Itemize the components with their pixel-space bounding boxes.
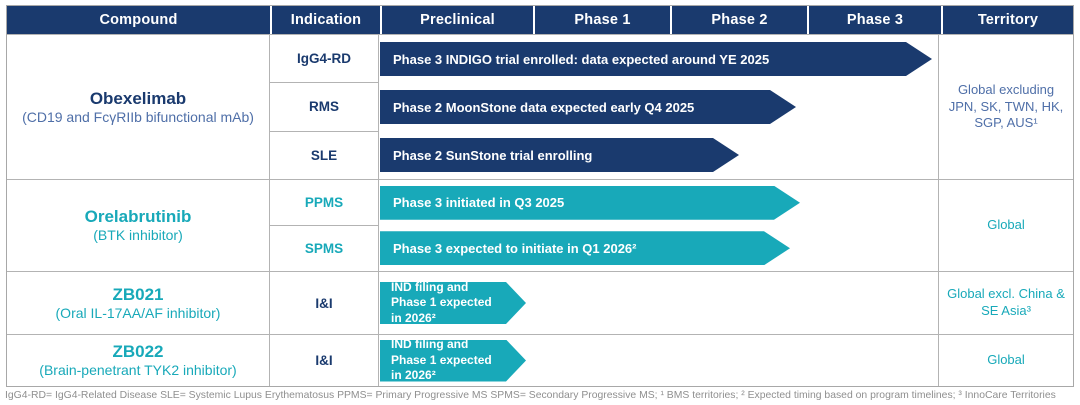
- phase-arrow: IND filing and Phase 1 expected in 2026²: [380, 282, 526, 324]
- compound-cell: Orelabrutinib (BTK inhibitor): [7, 180, 270, 271]
- indication-label: SPMS: [304, 241, 344, 256]
- indication-column: I&I: [270, 335, 379, 386]
- group-row-zb022: ZB022 (Brain-penetrant TYK2 inhibitor) I…: [7, 334, 1073, 386]
- compound-detail: (BTK inhibitor): [93, 227, 183, 244]
- header-row: Compound Indication Preclinical Phase 1 …: [7, 6, 1073, 34]
- group-row-zb021: ZB021 (Oral IL-17AA/AF inhibitor) I&I IN…: [7, 271, 1073, 334]
- footnote: IgG4-RD= IgG4-Related Disease SLE= Syste…: [5, 390, 1056, 401]
- compound-name: Obexelimab: [89, 88, 187, 108]
- header-cell-phase3: Phase 3: [809, 6, 941, 34]
- header-cell-phase2: Phase 2: [672, 6, 807, 34]
- indication-column: I&I: [270, 272, 379, 334]
- timeline-row: IND filing and Phase 1 expected in 2026²: [379, 272, 938, 334]
- timeline-column: Phase 3 initiated in Q3 2025 Phase 3 exp…: [379, 180, 938, 271]
- indication-label: I&I: [315, 353, 333, 368]
- compound-cell: ZB021 (Oral IL-17AA/AF inhibitor): [7, 272, 270, 334]
- territory-cell: Global excluding JPN, SK, TWN, HK, SGP, …: [938, 35, 1073, 179]
- group-row-obexelimab: Obexelimab (CD19 and FcγRIIb bifunctiona…: [7, 34, 1073, 179]
- pipeline-table: Compound Indication Preclinical Phase 1 …: [6, 5, 1074, 387]
- compound-detail: (CD19 and FcγRIIb bifunctional mAb): [22, 108, 254, 125]
- header-cell-compound: Compound: [7, 6, 270, 34]
- compound-cell: ZB022 (Brain-penetrant TYK2 inhibitor): [7, 335, 270, 386]
- territory-cell: Global excl. China & SE Asia³: [938, 272, 1073, 334]
- timeline-row: Phase 3 INDIGO trial enrolled: data expe…: [379, 35, 938, 83]
- indication-column: PPMS SPMS: [270, 180, 379, 271]
- compound-detail: (Oral IL-17AA/AF inhibitor): [55, 304, 221, 321]
- phase-arrow: Phase 3 expected to initiate in Q1 2026²: [380, 231, 790, 265]
- timeline-row: IND filing and Phase 1 expected in 2026²: [379, 335, 938, 386]
- indication-label: RMS: [270, 83, 378, 132]
- compound-cell: Obexelimab (CD19 and FcγRIIb bifunctiona…: [7, 35, 270, 179]
- timeline-column: IND filing and Phase 1 expected in 2026²: [379, 335, 938, 386]
- compound-name: Orelabrutinib: [84, 207, 192, 227]
- header-cell-preclinical: Preclinical: [382, 6, 533, 34]
- indication-label: PPMS: [270, 180, 378, 226]
- territory-cell: Global: [938, 180, 1073, 271]
- indication-label: I&I: [315, 295, 333, 311]
- timeline-row: Phase 2 MoonStone data expected early Q4…: [379, 83, 938, 131]
- timeline-column: IND filing and Phase 1 expected in 2026²: [379, 272, 938, 334]
- phase-arrow: Phase 3 INDIGO trial enrolled: data expe…: [380, 42, 932, 76]
- timeline-row: Phase 3 initiated in Q3 2025: [379, 180, 938, 226]
- timeline-row: Phase 2 SunStone trial enrolling: [379, 131, 938, 179]
- phase-arrow: Phase 3 initiated in Q3 2025: [380, 186, 800, 220]
- territory-cell: Global: [938, 335, 1073, 386]
- timeline-column: Phase 3 INDIGO trial enrolled: data expe…: [379, 35, 938, 179]
- header-cell-phase1: Phase 1: [535, 6, 670, 34]
- header-cell-territory: Territory: [943, 6, 1073, 34]
- phase-arrow: Phase 2 MoonStone data expected early Q4…: [380, 90, 796, 124]
- compound-detail: (Brain-penetrant TYK2 inhibitor): [39, 362, 237, 379]
- timeline-row: Phase 3 expected to initiate in Q1 2026²: [379, 226, 938, 272]
- indication-label: SLE: [310, 147, 338, 163]
- group-row-orelabrutinib: Orelabrutinib (BTK inhibitor) PPMS SPMS …: [7, 179, 1073, 271]
- compound-name: ZB021: [112, 284, 164, 304]
- header-cell-indication: Indication: [272, 6, 380, 34]
- compound-name: ZB022: [112, 342, 164, 362]
- indication-label: IgG4-RD: [270, 35, 378, 84]
- phase-arrow: IND filing and Phase 1 expected in 2026²: [380, 340, 526, 382]
- phase-arrow: Phase 2 SunStone trial enrolling: [380, 138, 739, 172]
- indication-column: IgG4-RD RMS SLE: [270, 35, 379, 179]
